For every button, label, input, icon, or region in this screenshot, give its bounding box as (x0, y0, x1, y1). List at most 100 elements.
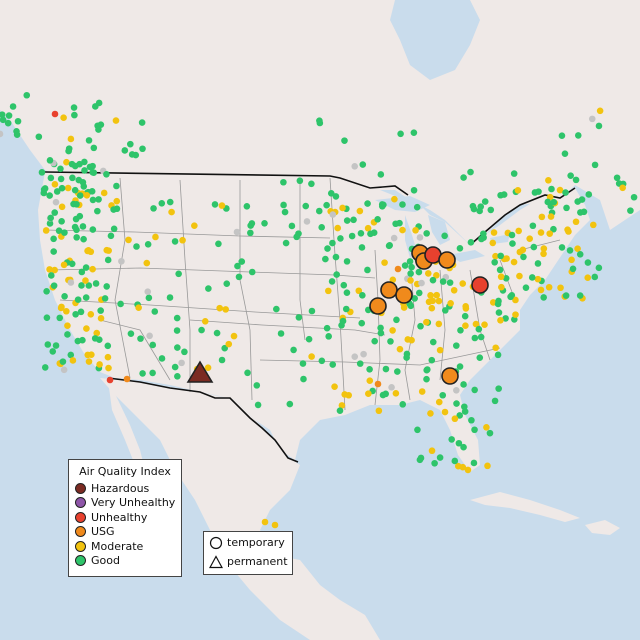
station-marker[interactable] (68, 260, 76, 268)
station-marker[interactable] (477, 203, 485, 210)
station-marker[interactable] (591, 161, 599, 169)
station-marker[interactable] (576, 250, 584, 258)
station-marker[interactable] (58, 203, 66, 211)
station-marker[interactable] (248, 268, 256, 276)
station-marker[interactable] (82, 294, 90, 301)
station-marker[interactable] (472, 320, 480, 328)
station-marker[interactable] (233, 228, 241, 236)
station-marker[interactable] (97, 315, 105, 322)
station-marker[interactable] (69, 174, 76, 182)
station-marker[interactable] (562, 292, 570, 299)
station-marker[interactable] (61, 229, 68, 236)
station-marker[interactable] (9, 103, 17, 110)
station-marker[interactable] (406, 258, 414, 265)
station-marker[interactable] (332, 253, 340, 261)
station-marker[interactable] (453, 342, 460, 349)
station-marker[interactable] (69, 357, 77, 364)
station-marker[interactable] (613, 174, 621, 182)
station-marker[interactable] (325, 333, 332, 340)
station-marker[interactable] (558, 132, 566, 140)
station-marker[interactable] (464, 466, 472, 474)
station-marker[interactable] (64, 331, 71, 338)
station-marker[interactable] (308, 180, 315, 188)
station-marker[interactable] (503, 255, 510, 262)
station-marker[interactable] (82, 264, 90, 271)
station-marker[interactable] (300, 375, 307, 383)
station-marker[interactable] (627, 207, 634, 214)
station-marker[interactable] (428, 447, 436, 455)
station-marker[interactable] (288, 222, 296, 230)
station-marker[interactable] (497, 191, 504, 199)
station-marker[interactable] (341, 137, 348, 144)
station-marker[interactable] (433, 291, 440, 299)
station-marker[interactable] (79, 179, 87, 186)
station-marker[interactable] (540, 250, 547, 258)
station-marker[interactable] (484, 462, 491, 470)
station-marker[interactable] (282, 239, 290, 247)
station-marker[interactable] (453, 400, 460, 407)
station-marker[interactable] (211, 201, 219, 208)
station-marker[interactable] (436, 346, 444, 354)
station-marker[interactable] (418, 388, 426, 395)
station-marker[interactable] (462, 322, 469, 329)
station-marker[interactable] (428, 304, 436, 312)
station-marker[interactable] (329, 211, 337, 218)
station-marker[interactable] (540, 245, 548, 252)
station-marker[interactable] (566, 247, 574, 254)
station-marker[interactable] (0, 130, 4, 138)
station-marker[interactable] (433, 272, 440, 279)
station-marker[interactable] (343, 258, 351, 265)
station-marker[interactable] (46, 266, 53, 273)
station-marker[interactable] (218, 356, 226, 364)
station-marker[interactable] (315, 207, 323, 215)
station-marker[interactable] (83, 325, 90, 332)
station-marker[interactable] (534, 275, 542, 283)
station-marker[interactable] (82, 277, 89, 284)
station-marker[interactable] (41, 364, 49, 371)
station-marker[interactable] (375, 407, 383, 415)
station-marker[interactable] (502, 274, 510, 282)
station-marker[interactable] (343, 289, 351, 296)
station-marker[interactable] (336, 407, 344, 415)
station-marker[interactable] (399, 201, 406, 208)
station-marker[interactable] (487, 206, 495, 214)
station-marker[interactable] (357, 229, 365, 237)
station-marker[interactable] (556, 186, 564, 194)
station-marker[interactable] (222, 306, 230, 313)
station-marker[interactable] (247, 229, 254, 237)
station-marker[interactable] (223, 280, 231, 288)
station-marker[interactable] (423, 318, 430, 326)
station-marker[interactable] (377, 324, 384, 332)
station-marker[interactable] (77, 308, 85, 316)
station-marker[interactable] (125, 236, 132, 244)
station-marker[interactable] (271, 521, 279, 529)
station-marker[interactable] (471, 334, 479, 342)
station-marker[interactable] (318, 224, 325, 231)
station-marker[interactable] (343, 217, 351, 224)
station-marker[interactable] (144, 241, 152, 248)
station-marker[interactable] (85, 137, 93, 144)
station-marker[interactable] (38, 169, 46, 176)
station-marker[interactable] (337, 235, 344, 242)
station-marker[interactable] (166, 198, 174, 206)
station-marker[interactable] (201, 318, 209, 325)
station-marker[interactable] (467, 239, 475, 246)
station-marker[interactable] (382, 365, 390, 373)
station-marker[interactable] (328, 278, 336, 285)
station-marker[interactable] (46, 192, 53, 199)
station-marker[interactable] (204, 364, 212, 372)
station-marker[interactable] (403, 354, 410, 361)
station-marker[interactable] (67, 279, 75, 286)
station-marker[interactable] (73, 226, 80, 234)
station-marker[interactable] (110, 225, 118, 233)
station-marker[interactable] (86, 163, 94, 171)
station-marker[interactable] (494, 351, 502, 359)
station-marker[interactable] (59, 358, 67, 365)
station-marker[interactable] (123, 375, 131, 383)
station-marker[interactable] (410, 186, 418, 194)
station-marker[interactable] (56, 314, 64, 322)
station-marker[interactable] (427, 410, 434, 417)
station-marker[interactable] (121, 147, 129, 154)
station-marker[interactable] (535, 188, 542, 195)
